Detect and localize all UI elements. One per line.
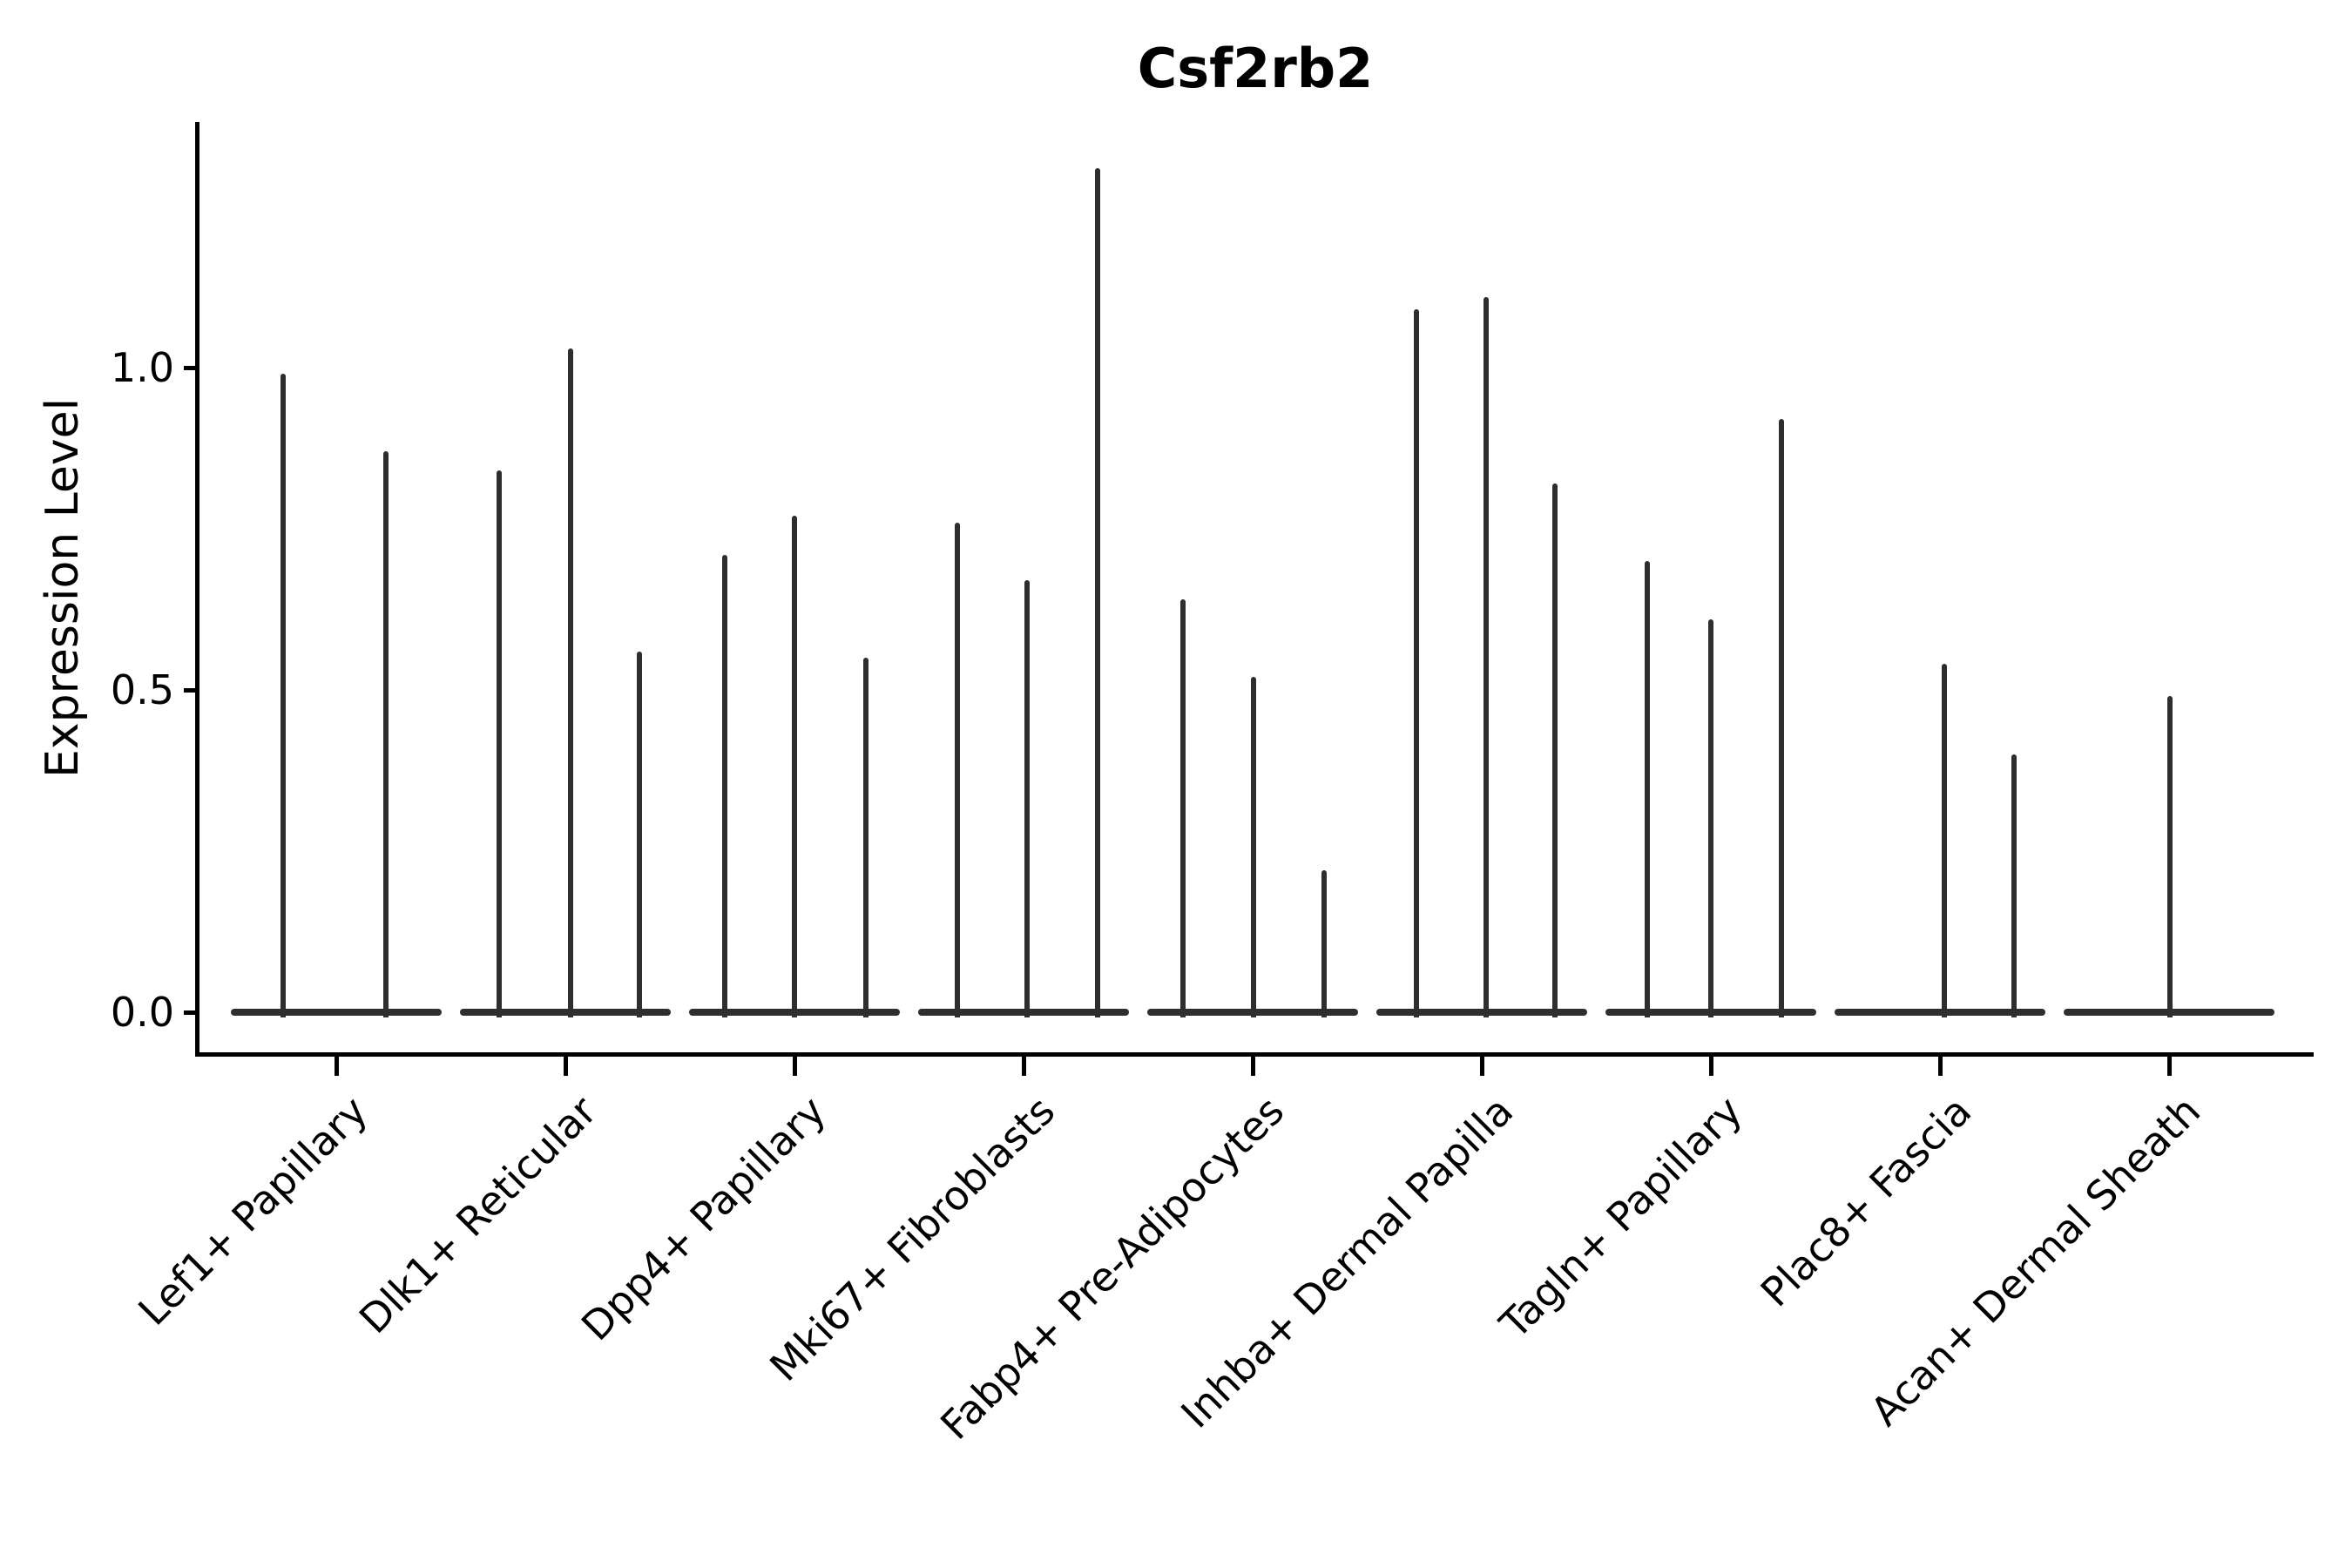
y-tick-label: 1.0 (110, 344, 174, 391)
x-tick-label: Plac8+ Fascia (1751, 1087, 1981, 1316)
y-tick-mark (184, 688, 198, 693)
y-axis-spine (195, 122, 199, 1057)
x-tick-label: Dlk1+ Reticular (349, 1087, 606, 1343)
y-tick-mark (184, 366, 198, 370)
violin-spike (383, 451, 389, 1017)
x-tick-mark (2167, 1057, 2172, 1076)
violin-spike (1251, 677, 1256, 1017)
x-axis-spine (195, 1052, 2314, 1057)
violin-spike (1779, 419, 1784, 1017)
x-tick-mark (1938, 1057, 1943, 1076)
x-tick-mark (1022, 1057, 1026, 1076)
violin-spike (280, 374, 286, 1017)
violin-spike (1942, 664, 1947, 1017)
x-tick-mark (1709, 1057, 1713, 1076)
y-axis-label: Expression Level (37, 397, 89, 779)
violin-spike (1484, 296, 1489, 1017)
violin-spike (2167, 696, 2173, 1017)
violin-spike (568, 348, 573, 1017)
violin-spike (1180, 599, 1186, 1017)
x-tick-mark (564, 1057, 568, 1076)
violin-spike (1708, 618, 1713, 1017)
violin-spike (722, 554, 727, 1017)
violin-spike (1552, 483, 1558, 1017)
x-tick-label: Dpp4+ Papillary (571, 1087, 835, 1350)
violin-spike (1095, 167, 1100, 1017)
x-tick-mark (335, 1057, 339, 1076)
violin-baseline (1835, 1009, 2045, 1016)
violin-baseline (918, 1009, 1129, 1016)
x-tick-mark (1480, 1057, 1484, 1076)
violin-spike (1024, 580, 1030, 1017)
violin-baseline (1376, 1009, 1587, 1016)
violin-baseline (460, 1009, 671, 1016)
violin-spike (637, 651, 642, 1017)
x-tick-mark (793, 1057, 797, 1076)
x-tick-mark (1251, 1057, 1255, 1076)
x-tick-label: Tagln+ Papillary (1490, 1087, 1752, 1348)
y-tick-mark (184, 1010, 198, 1015)
violin-spike (1321, 870, 1327, 1017)
violin-spike (863, 658, 868, 1017)
violin-spike (955, 522, 960, 1017)
x-tick-label: Lef1+ Papillary (129, 1087, 377, 1335)
y-tick-label: 0.5 (110, 666, 174, 713)
violin-spike (1645, 561, 1650, 1017)
violin-spike (497, 470, 502, 1017)
violin-baseline (231, 1009, 442, 1016)
violin-spike (1414, 309, 1419, 1017)
chart-title: Csf2rb2 (1137, 37, 1374, 100)
violin-spike (2011, 754, 2017, 1017)
violin-spike (792, 516, 797, 1017)
y-tick-label: 0.0 (110, 989, 174, 1036)
